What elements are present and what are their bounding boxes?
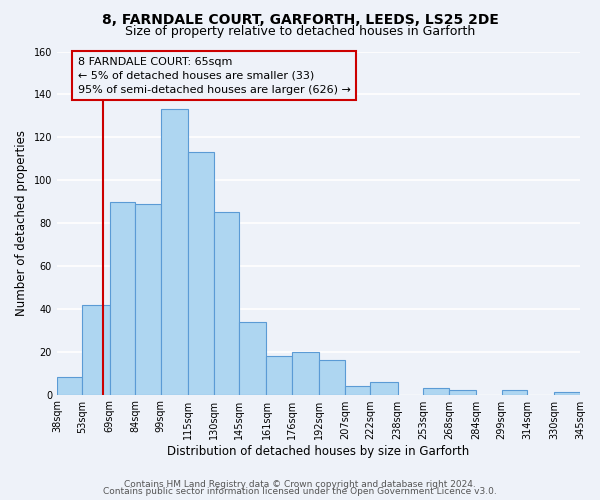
Bar (319, 360, 345, 394)
Bar (82, 304, 110, 394)
Bar (214, 212, 239, 394)
Bar (292, 352, 319, 395)
Bar (423, 388, 449, 394)
Bar (345, 386, 370, 394)
Bar (57, 378, 82, 394)
Bar (188, 152, 214, 394)
X-axis label: Distribution of detached houses by size in Garforth: Distribution of detached houses by size … (167, 444, 470, 458)
Text: Size of property relative to detached houses in Garforth: Size of property relative to detached ho… (125, 25, 475, 38)
Text: Contains public sector information licensed under the Open Government Licence v3: Contains public sector information licen… (103, 488, 497, 496)
Bar (554, 392, 580, 394)
Text: 8, FARNDALE COURT, GARFORTH, LEEDS, LS25 2DE: 8, FARNDALE COURT, GARFORTH, LEEDS, LS25… (101, 12, 499, 26)
Bar (370, 382, 398, 394)
Bar (239, 322, 266, 394)
Bar (135, 204, 161, 394)
Text: Contains HM Land Registry data © Crown copyright and database right 2024.: Contains HM Land Registry data © Crown c… (124, 480, 476, 489)
Y-axis label: Number of detached properties: Number of detached properties (15, 130, 28, 316)
Bar (110, 202, 135, 394)
Bar (161, 110, 188, 395)
Bar (266, 356, 292, 395)
Bar (502, 390, 527, 394)
Bar (449, 390, 476, 394)
Text: 8 FARNDALE COURT: 65sqm
← 5% of detached houses are smaller (33)
95% of semi-det: 8 FARNDALE COURT: 65sqm ← 5% of detached… (78, 56, 351, 94)
